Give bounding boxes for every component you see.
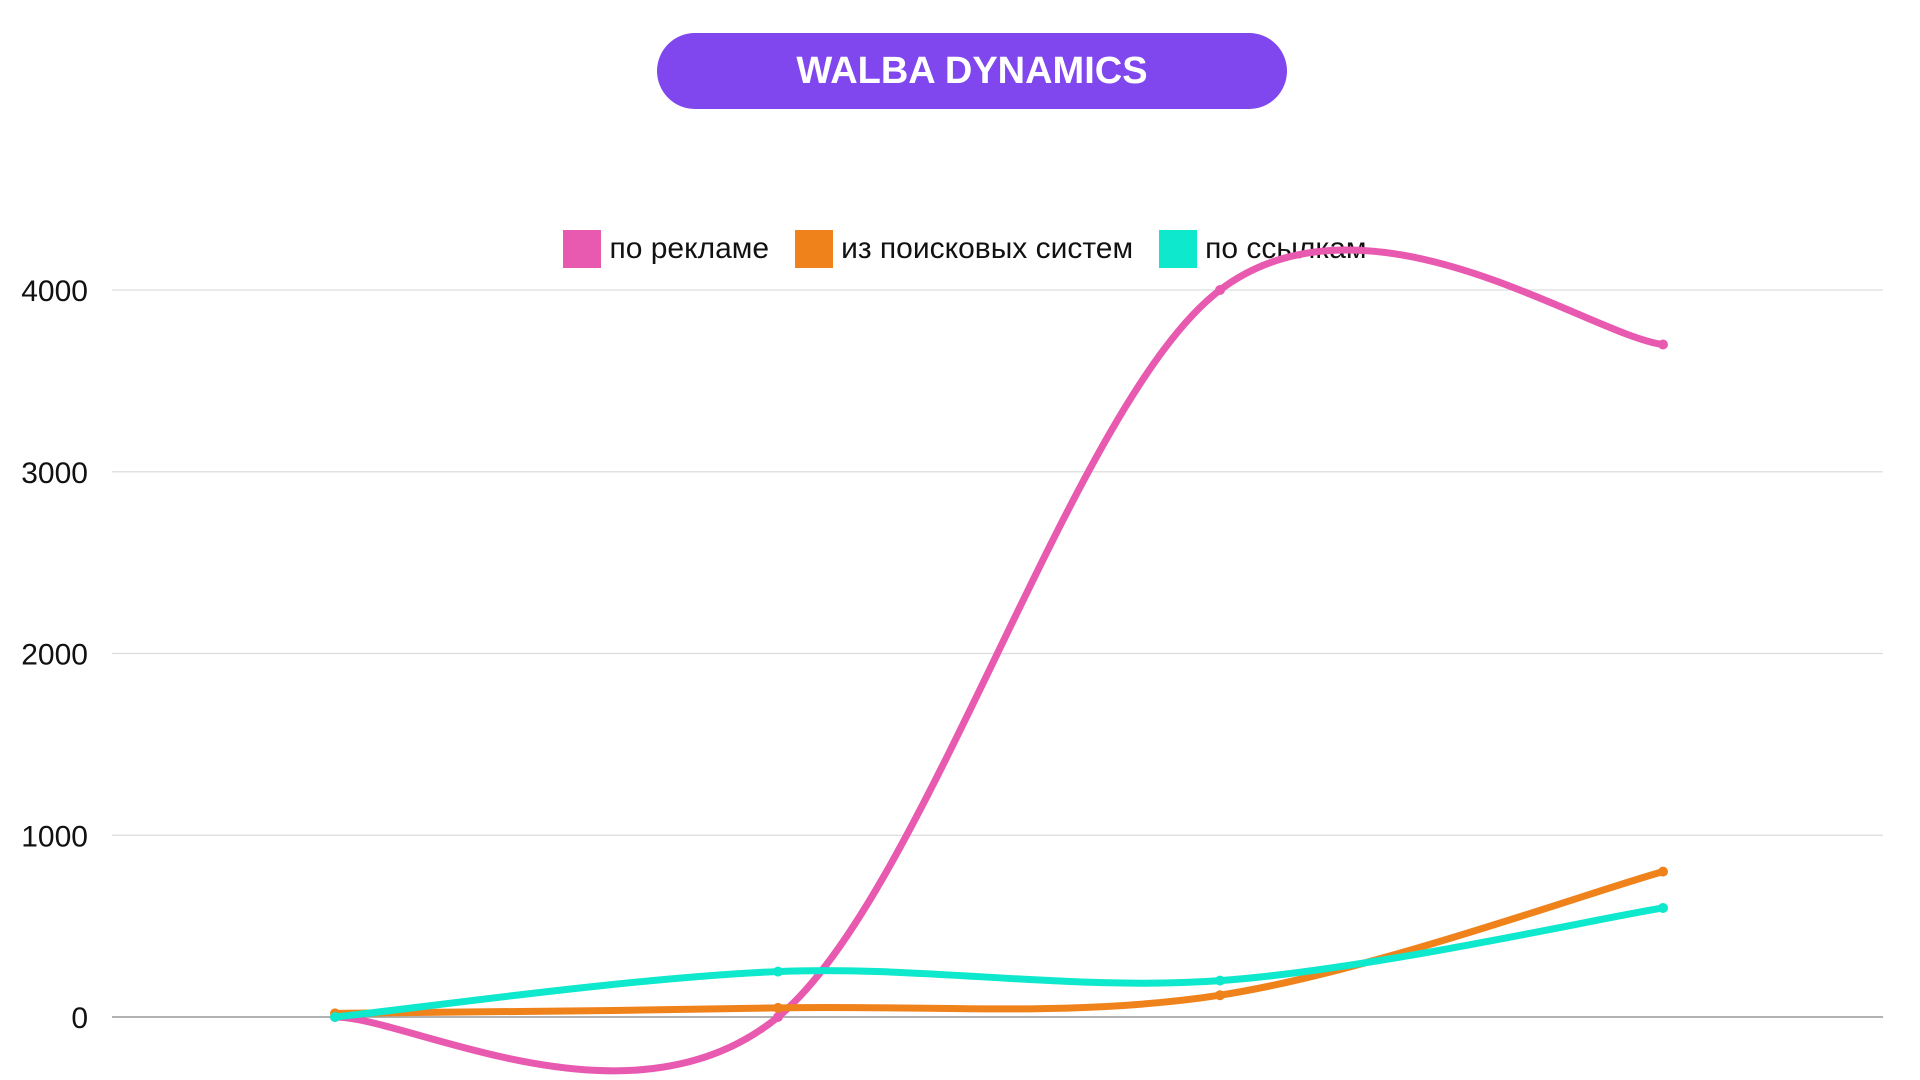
data-point — [773, 966, 783, 977]
data-point — [773, 1012, 783, 1022]
data-point — [1658, 902, 1668, 913]
series-line — [331, 868, 1667, 1017]
legend-item-search[interactable]: из поисковых систем — [795, 230, 1133, 268]
y-tick-label: 4000 — [21, 275, 88, 308]
y-tick-label: 2000 — [21, 639, 88, 672]
y-tick-label: 3000 — [21, 457, 88, 490]
legend-item-ads[interactable]: по рекламе — [563, 230, 769, 268]
data-point — [773, 1002, 783, 1013]
series-line — [331, 904, 1667, 1021]
series-line — [331, 246, 1667, 1075]
data-point — [1658, 339, 1668, 350]
data-point — [1215, 285, 1225, 295]
y-tick-label: 0 — [71, 1002, 88, 1035]
legend-label: из поисковых систем — [841, 232, 1134, 265]
legend-swatch — [1159, 230, 1198, 268]
legend-swatch — [563, 230, 602, 268]
data-point — [1658, 866, 1668, 877]
legend-label: по рекламе — [609, 232, 770, 265]
chart-title: WALBA DYNAMICS — [657, 33, 1287, 109]
data-point — [330, 1012, 340, 1022]
data-point — [1215, 990, 1225, 1001]
legend-swatch — [795, 230, 834, 268]
y-tick-label: 1000 — [21, 820, 88, 853]
data-point — [1215, 975, 1225, 986]
